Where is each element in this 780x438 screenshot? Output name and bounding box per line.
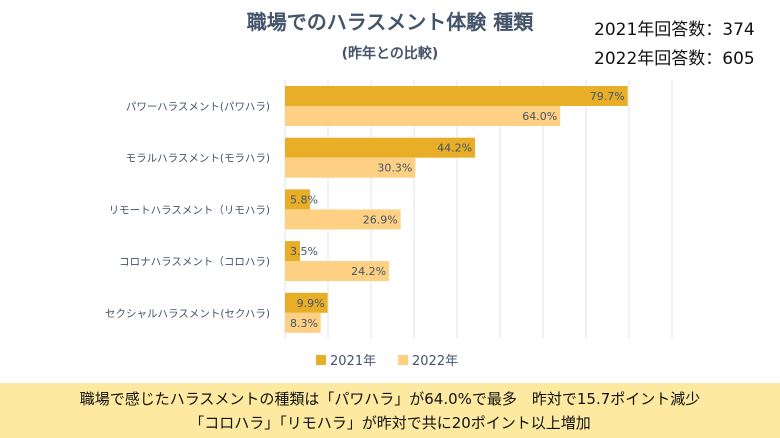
bar-2022年 [285, 157, 416, 178]
bar-2022年 [285, 106, 561, 126]
bar-2022年 [285, 209, 401, 230]
data-label: 26.9% [363, 213, 398, 226]
bar-2021年 [285, 137, 476, 158]
data-label: 44.2% [437, 142, 472, 155]
data-label: 3.5% [290, 245, 318, 258]
bar-chart: パワーハラスメント(パワハラ) 79.7% 64.0% モラルハラスメント(モラハラ)… [105, 80, 673, 369]
bar-2021年 [285, 241, 301, 262]
respondents-2022: 2022年回答数：605 [594, 49, 755, 69]
bar-2022年 [285, 312, 321, 333]
summary-line-2: 「コロハラ」「リモハラ」が昨対で共に20ポイント以上増加 [189, 414, 591, 432]
category-label: セクシャルハラスメント(セクハラ) [105, 308, 270, 320]
bar-2021年 [285, 86, 628, 106]
category-label: モラルハラスメント(モラハラ) [126, 153, 270, 165]
legend-swatch [398, 355, 408, 365]
category-label: リモートハラスメント（リモハラ) [109, 204, 270, 216]
data-label: 8.3% [290, 317, 318, 330]
summary-line-1: 職場で感じたハラスメントの種類は「パワハラ」が64.0%で最多 昨対で15.7ポ… [79, 390, 701, 408]
legend-label: 2021年 [330, 354, 376, 369]
data-label: 5.8% [290, 193, 318, 206]
data-label: 30.3% [377, 162, 412, 175]
legend-swatch [316, 355, 326, 365]
category-label: コロナハラスメント（コロハラ) [119, 256, 270, 268]
bar-2022年 [285, 261, 390, 282]
bar-2021年 [285, 189, 310, 210]
summary-banner: 職場で感じたハラスメントの種類は「パワハラ」が64.0%で最多 昨対で15.7ポ… [0, 383, 780, 438]
data-label: 64.0% [522, 110, 557, 123]
data-label: 24.2% [351, 265, 386, 278]
data-label: 79.7% [590, 90, 625, 103]
bar-2021年 [285, 292, 328, 313]
chart-subtitle: (昨年との比較) [341, 46, 439, 62]
data-label: 9.9% [297, 297, 325, 310]
chart-title: 職場でのハラスメント体験 種類 [246, 10, 534, 34]
legend-label: 2022年 [412, 354, 458, 369]
respondents-2021: 2021年回答数：374 [594, 20, 755, 40]
category-label: パワーハラスメント(パワハラ) [126, 101, 270, 113]
